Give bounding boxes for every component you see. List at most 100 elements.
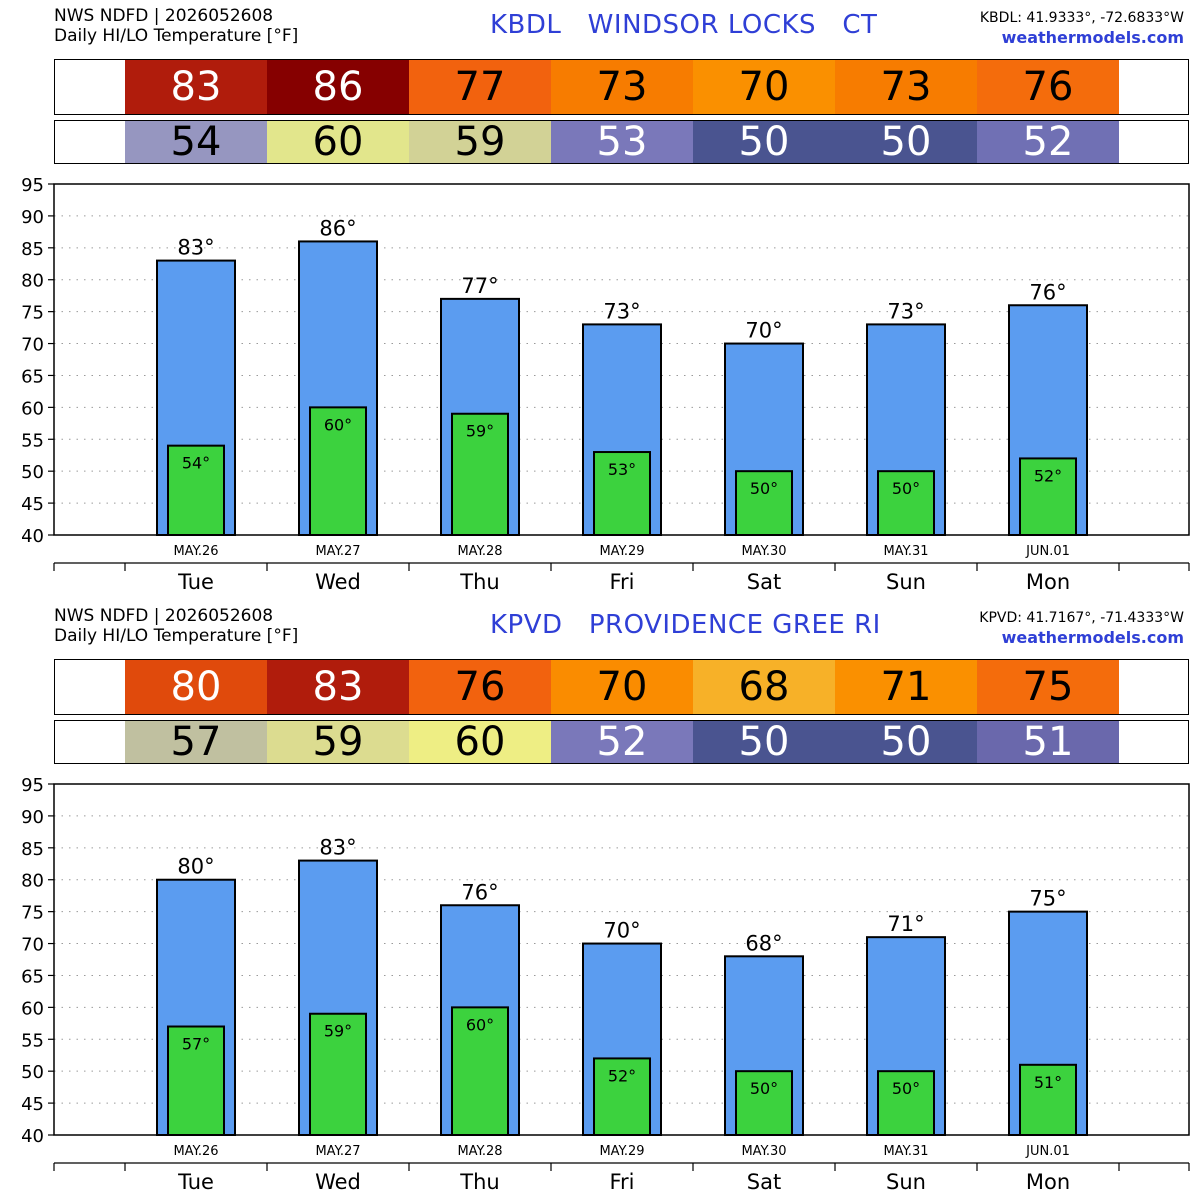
low-temp-bar bbox=[451, 412, 509, 536]
high-temp-cell: 83 bbox=[267, 660, 409, 714]
y-tick-label: 90 bbox=[21, 207, 44, 228]
day-label: Thu bbox=[459, 1170, 499, 1194]
day-label: Mon bbox=[1026, 1170, 1070, 1194]
y-tick-label: 65 bbox=[21, 366, 44, 387]
low-temp-cell: 52 bbox=[551, 721, 693, 763]
y-tick-label: 40 bbox=[21, 1126, 44, 1147]
high-temp-label: 76° bbox=[1029, 280, 1066, 304]
panel-header-right: KPVD: 41.7167°, -71.4333°W weathermodels… bbox=[979, 608, 1184, 648]
low-temp-bar bbox=[167, 1025, 225, 1136]
date-label: MAY.31 bbox=[883, 544, 928, 559]
low-temp-bar bbox=[735, 1070, 793, 1137]
station-panel-kbdl: NWS NDFD | 2026052608 Daily HI/LO Temper… bbox=[21, 6, 1190, 594]
low-temp-bar bbox=[309, 1012, 367, 1136]
high-temp-cell: 80 bbox=[125, 660, 267, 714]
high-temp-strip: 83 86 77 73 70 73 76 bbox=[54, 59, 1189, 115]
site-credit: weathermodels.com bbox=[1001, 628, 1184, 647]
y-tick-label: 75 bbox=[21, 903, 44, 924]
y-tick-label: 60 bbox=[21, 998, 44, 1019]
day-label: Wed bbox=[315, 570, 361, 594]
low-temp-label: 60° bbox=[466, 1015, 494, 1034]
day-label: Tue bbox=[177, 1170, 214, 1194]
panel-header-right: KBDL: 41.9333°, -72.6833°W weathermodels… bbox=[980, 8, 1184, 48]
low-temp-label: 52° bbox=[1034, 466, 1062, 485]
model-source: NWS NDFD | 2026052608 bbox=[54, 606, 274, 626]
y-tick-label: 45 bbox=[21, 494, 44, 515]
date-label: MAY.30 bbox=[741, 544, 786, 559]
low-temp-label: 57° bbox=[182, 1035, 210, 1054]
plot-frame bbox=[53, 183, 1190, 536]
y-tick-label: 85 bbox=[21, 239, 44, 260]
low-temp-label: 53° bbox=[608, 460, 636, 479]
low-temp-cell: 52 bbox=[977, 121, 1119, 163]
station-coords: KBDL: 41.9333°, -72.6833°W bbox=[979, 10, 1184, 26]
site-credit: weathermodels.com bbox=[1001, 28, 1184, 47]
temperature-bar-chart: 40 45 50 55 60 65 70 75 80 85 90 95 83° 54° MAY.26 Tue 8… bbox=[21, 175, 1190, 594]
day-label: Fri bbox=[609, 1170, 634, 1194]
low-temp-bar bbox=[1019, 457, 1077, 536]
panel-header-left: NWS NDFD | 2026052608 Daily HI/LO Temper… bbox=[54, 6, 298, 46]
high-temp-cell: 70 bbox=[693, 60, 835, 114]
plot-frame bbox=[53, 783, 1190, 1136]
day-label: Fri bbox=[609, 570, 634, 594]
date-label: MAY.26 bbox=[173, 1144, 218, 1159]
high-temp-label: 71° bbox=[887, 912, 924, 936]
high-temp-cell: 73 bbox=[551, 60, 693, 114]
high-temp-cell: 77 bbox=[409, 60, 551, 114]
high-temp-label: 86° bbox=[319, 216, 356, 240]
y-tick-label: 95 bbox=[21, 775, 44, 796]
high-temp-label: 83° bbox=[177, 236, 214, 260]
low-temp-cell: 59 bbox=[409, 121, 551, 163]
day-label: Mon bbox=[1026, 570, 1070, 594]
y-tick-label: 50 bbox=[21, 1062, 44, 1083]
date-label: MAY.28 bbox=[457, 544, 502, 559]
y-tick-label: 70 bbox=[21, 935, 44, 956]
low-temp-label: 50° bbox=[750, 479, 778, 498]
date-label: MAY.30 bbox=[741, 1144, 786, 1159]
high-temp-cell: 75 bbox=[977, 660, 1119, 714]
date-label: MAY.29 bbox=[599, 544, 644, 559]
low-temp-label: 59° bbox=[324, 1022, 352, 1041]
high-temp-label: 70° bbox=[603, 919, 640, 943]
y-tick-label: 70 bbox=[21, 335, 44, 356]
y-tick-label: 95 bbox=[21, 175, 44, 196]
y-tick-label: 85 bbox=[21, 839, 44, 860]
low-temp-bar bbox=[167, 444, 225, 536]
low-temp-bar bbox=[877, 1070, 935, 1137]
high-temp-cell: 76 bbox=[977, 60, 1119, 114]
date-label: MAY.31 bbox=[883, 1144, 928, 1159]
high-temp-label: 75° bbox=[1029, 887, 1066, 911]
y-tick-label: 55 bbox=[21, 1030, 44, 1051]
low-temp-bar bbox=[593, 1057, 651, 1136]
low-temp-cell: 53 bbox=[551, 121, 693, 163]
low-temp-label: 52° bbox=[608, 1066, 636, 1085]
high-temp-label: 80° bbox=[177, 855, 214, 879]
low-temp-cell: 51 bbox=[977, 721, 1119, 763]
low-temp-bar bbox=[593, 451, 651, 537]
y-tick-label: 80 bbox=[21, 871, 44, 892]
low-temp-label: 51° bbox=[1034, 1073, 1062, 1092]
date-label: MAY.27 bbox=[315, 1144, 360, 1159]
panel-header-left: NWS NDFD | 2026052608 Daily HI/LO Temper… bbox=[54, 606, 298, 646]
low-temp-cell: 60 bbox=[409, 721, 551, 763]
high-temp-label: 77° bbox=[461, 274, 498, 298]
low-temp-bar bbox=[309, 406, 367, 537]
y-tick-label: 55 bbox=[21, 430, 44, 451]
low-temp-label: 50° bbox=[750, 1079, 778, 1098]
low-temp-strip: 54 60 59 53 50 50 52 bbox=[54, 120, 1189, 164]
low-temp-cell: 50 bbox=[693, 721, 835, 763]
high-temp-cell: 83 bbox=[125, 60, 267, 114]
y-tick-label: 75 bbox=[21, 303, 44, 324]
day-label: Sun bbox=[886, 570, 926, 594]
chart-subtitle: Daily HI/LO Temperature [°F] bbox=[54, 26, 299, 46]
day-label: Sat bbox=[747, 570, 781, 594]
model-source: NWS NDFD | 2026052608 bbox=[54, 6, 274, 26]
high-temp-label: 73° bbox=[887, 299, 924, 323]
y-tick-label: 80 bbox=[21, 271, 44, 292]
date-label: JUN.01 bbox=[1025, 1144, 1070, 1159]
y-tick-label: 60 bbox=[21, 398, 44, 419]
high-temp-label: 70° bbox=[745, 319, 782, 343]
high-temp-label: 68° bbox=[745, 931, 782, 955]
day-label: Thu bbox=[459, 570, 499, 594]
high-temp-label: 83° bbox=[319, 836, 356, 860]
